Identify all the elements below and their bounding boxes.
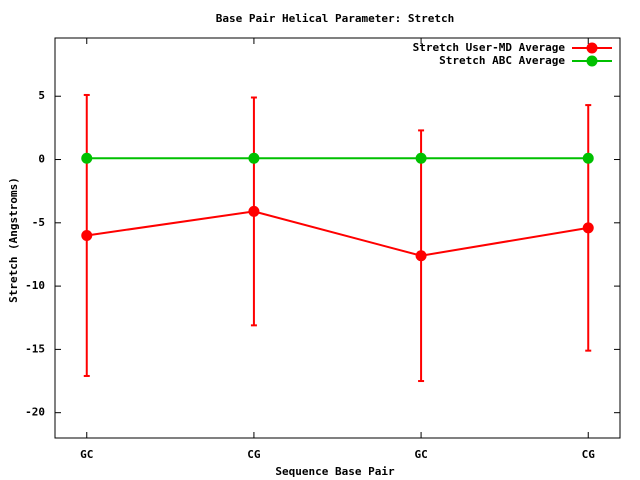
plot-border	[54, 37, 621, 439]
legend-marker	[586, 55, 598, 67]
point	[248, 152, 260, 164]
y-tick-label: -20	[25, 406, 45, 419]
point	[248, 205, 260, 217]
legend-label: Stretch ABC Average	[439, 54, 565, 67]
x-tick-label: CG	[247, 448, 261, 461]
legend-marker	[586, 42, 598, 54]
chart-title: Base Pair Helical Parameter: Stretch	[216, 12, 454, 25]
y-tick-label: 5	[38, 89, 45, 102]
x-tick-label: GC	[80, 448, 93, 461]
y-tick-label: 0	[38, 153, 45, 166]
y-axis-label: Stretch (Angstroms)	[7, 177, 20, 303]
x-tick-label: GC	[414, 448, 427, 461]
y-tick-label: -15	[25, 342, 45, 355]
y-tick-label: -10	[25, 279, 45, 292]
x-tick-label: CG	[582, 448, 596, 461]
point	[582, 222, 594, 234]
point	[415, 152, 427, 164]
x-axis-label: Sequence Base Pair	[275, 465, 395, 478]
point	[81, 152, 93, 164]
point	[582, 152, 594, 164]
y-tick-label: -5	[32, 216, 45, 229]
point	[415, 250, 427, 262]
series-line	[86, 210, 589, 257]
point	[81, 229, 93, 241]
legend-label: Stretch User-MD Average	[413, 41, 566, 54]
